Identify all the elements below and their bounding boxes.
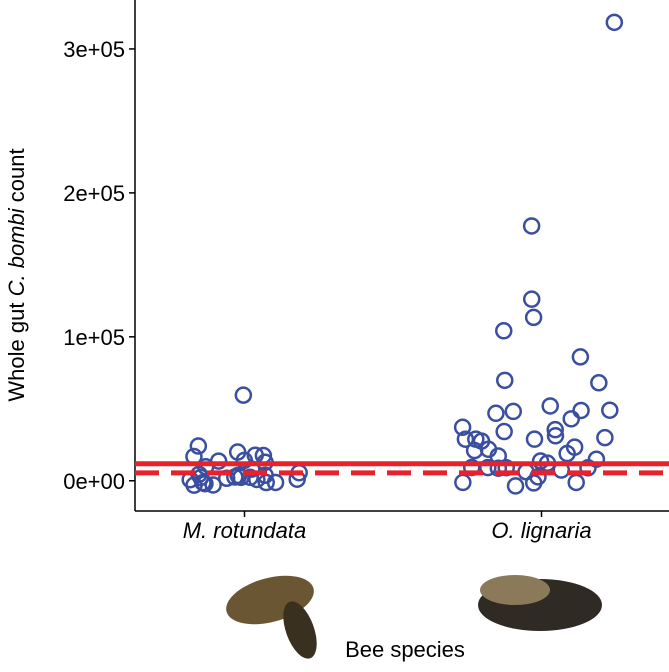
data-point (546, 427, 565, 445)
data-point (601, 401, 619, 419)
y-tick-label: 1e+05 (63, 325, 125, 350)
data-point (189, 437, 208, 455)
y-axis-title-part: C. bombi (4, 207, 29, 296)
data-point (465, 441, 484, 460)
data-point (454, 473, 472, 492)
data-point (506, 477, 525, 495)
x-tick-label: M. rotundata (183, 518, 307, 543)
y-tick-label: 3e+05 (63, 37, 125, 62)
y-axis-title: Whole gut C. bombi count (4, 148, 29, 401)
data-point (229, 467, 248, 485)
data-point (204, 476, 222, 494)
y-tick-label: 0e+00 (63, 469, 125, 494)
data-point (524, 308, 543, 327)
y-tick-label: 2e+05 (63, 181, 125, 206)
data-point (558, 444, 576, 463)
data-point (479, 458, 497, 477)
data-point (496, 371, 514, 390)
y-axis-title-part: count (4, 148, 29, 208)
data-point (522, 217, 541, 235)
data-point (192, 468, 210, 487)
data-point (571, 348, 590, 366)
bee-image-right (478, 575, 602, 631)
data-point (456, 430, 475, 448)
bee-image-left (226, 575, 317, 659)
y-axis-title-part: Whole gut (4, 296, 29, 401)
data-point (487, 404, 505, 423)
x-tick-label: O. lignaria (491, 518, 591, 543)
x-axis-title: Bee species (345, 637, 465, 662)
data-point (495, 422, 513, 441)
data-point (504, 402, 523, 421)
data-point (453, 418, 472, 437)
data-point (567, 473, 585, 492)
data-point (524, 474, 543, 492)
data-point (494, 322, 513, 340)
data-point (541, 397, 559, 415)
data-point (546, 420, 564, 439)
data-point (590, 374, 608, 392)
data-point (572, 401, 590, 420)
data-point (522, 290, 541, 308)
data-point (489, 459, 508, 477)
data-point (234, 386, 253, 404)
data-point (605, 13, 624, 32)
data-point (525, 430, 544, 448)
data-point (562, 410, 580, 428)
data-point (596, 428, 614, 447)
data-point (266, 473, 285, 492)
